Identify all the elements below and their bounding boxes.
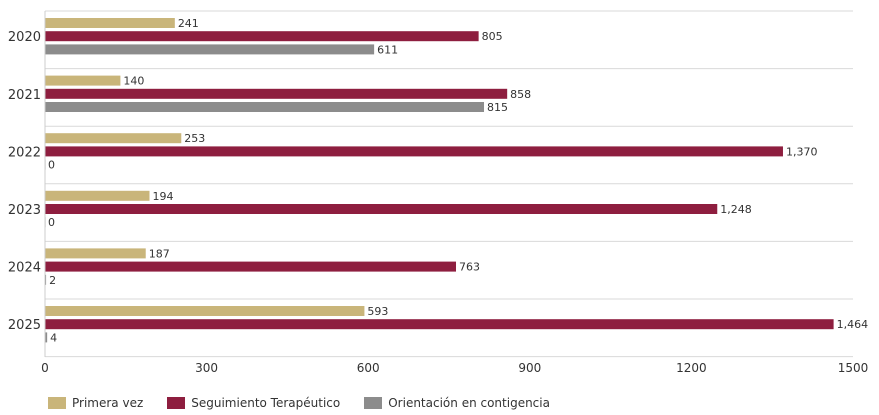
bar-2025-series-0 (45, 306, 365, 316)
legend-item-seguimiento: Seguimiento Terapéutico (167, 396, 340, 410)
x-tick-label-900: 900 (518, 361, 541, 375)
value-label-2023-series-2: 0 (48, 216, 55, 229)
legend-swatch-seguimiento (167, 397, 186, 409)
bar-2023-series-1 (45, 204, 718, 214)
value-label-2024-series-2: 2 (49, 274, 56, 287)
value-label-2020-series-0: 241 (178, 17, 199, 30)
legend-label-primera-vez: Primera vez (72, 396, 144, 410)
value-label-2022-series-1: 1,370 (786, 145, 818, 158)
category-label-2025: 2025 (8, 318, 41, 333)
bar-2024-series-0 (45, 248, 146, 259)
value-label-2022-series-2: 0 (48, 159, 55, 172)
legend-label-orientacion: Orientación en contigencia (388, 396, 550, 410)
bar-2020-series-2 (45, 44, 375, 55)
category-label-2023: 2023 (8, 203, 41, 218)
axis-layer: 2020 2021 2022 2023 2024 2025 0 300 600 900 1200 15… (8, 11, 868, 375)
x-tick-label-1200: 1200 (676, 361, 707, 375)
bar-2022-series-1 (45, 146, 783, 157)
category-label-2022: 2022 (8, 145, 41, 160)
bar-2021-series-2 (45, 102, 485, 112)
bar-2021-series-1 (45, 88, 508, 99)
value-label-2025-series-1: 1,464 (837, 318, 869, 331)
x-tick-label-600: 600 (357, 361, 380, 375)
category-label-2020: 2020 (8, 30, 41, 45)
category-label-2021: 2021 (8, 88, 41, 103)
grid-layer (45, 10, 853, 358)
value-label-2021-series-0: 140 (123, 75, 144, 88)
legend-swatch-primera-vez (48, 397, 66, 409)
bar-2023-series-0 (45, 190, 150, 201)
value-label-2022-series-0: 253 (184, 132, 205, 145)
bar-2020-series-0 (45, 18, 175, 28)
x-tick-label-0: 0 (41, 361, 49, 375)
value-label-2021-series-2: 815 (487, 101, 508, 114)
value-label-2025-series-0: 593 (367, 305, 388, 318)
legend-swatch-orientacion (364, 397, 383, 409)
category-label-2024: 2024 (8, 261, 41, 276)
value-label-2025-series-2: 4 (50, 331, 57, 344)
value-label-2023-series-1: 1,248 (720, 203, 752, 216)
value-label-2020-series-2: 611 (377, 43, 398, 56)
bar-2020-series-1 (45, 31, 479, 42)
bar-2022-series-0 (45, 133, 182, 144)
legend-item-primera-vez: Primera vez (48, 396, 143, 410)
bar-2025-series-2 (45, 332, 48, 343)
legend: Primera vez Seguimiento Terapéutico Orie… (48, 396, 550, 410)
legend-item-orientacion: Orientación en contigencia (364, 396, 550, 410)
bars-layer (45, 18, 834, 343)
bar-2025-series-1 (45, 319, 834, 330)
value-label-2024-series-1: 763 (459, 261, 480, 274)
bar-2024-series-2 (45, 274, 47, 285)
x-tick-label-300: 300 (195, 361, 218, 375)
legend-label-seguimiento: Seguimiento Terapéutico (191, 396, 341, 410)
bar-2024-series-1 (45, 261, 457, 272)
bar-2021-series-0 (45, 75, 121, 86)
value-label-2023-series-0: 194 (153, 190, 174, 203)
x-tick-label-1500: 1500 (838, 361, 869, 375)
value-label-2020-series-1: 805 (482, 30, 503, 43)
value-label-2021-series-1: 858 (510, 88, 531, 101)
value-label-2024-series-0: 187 (149, 247, 170, 260)
